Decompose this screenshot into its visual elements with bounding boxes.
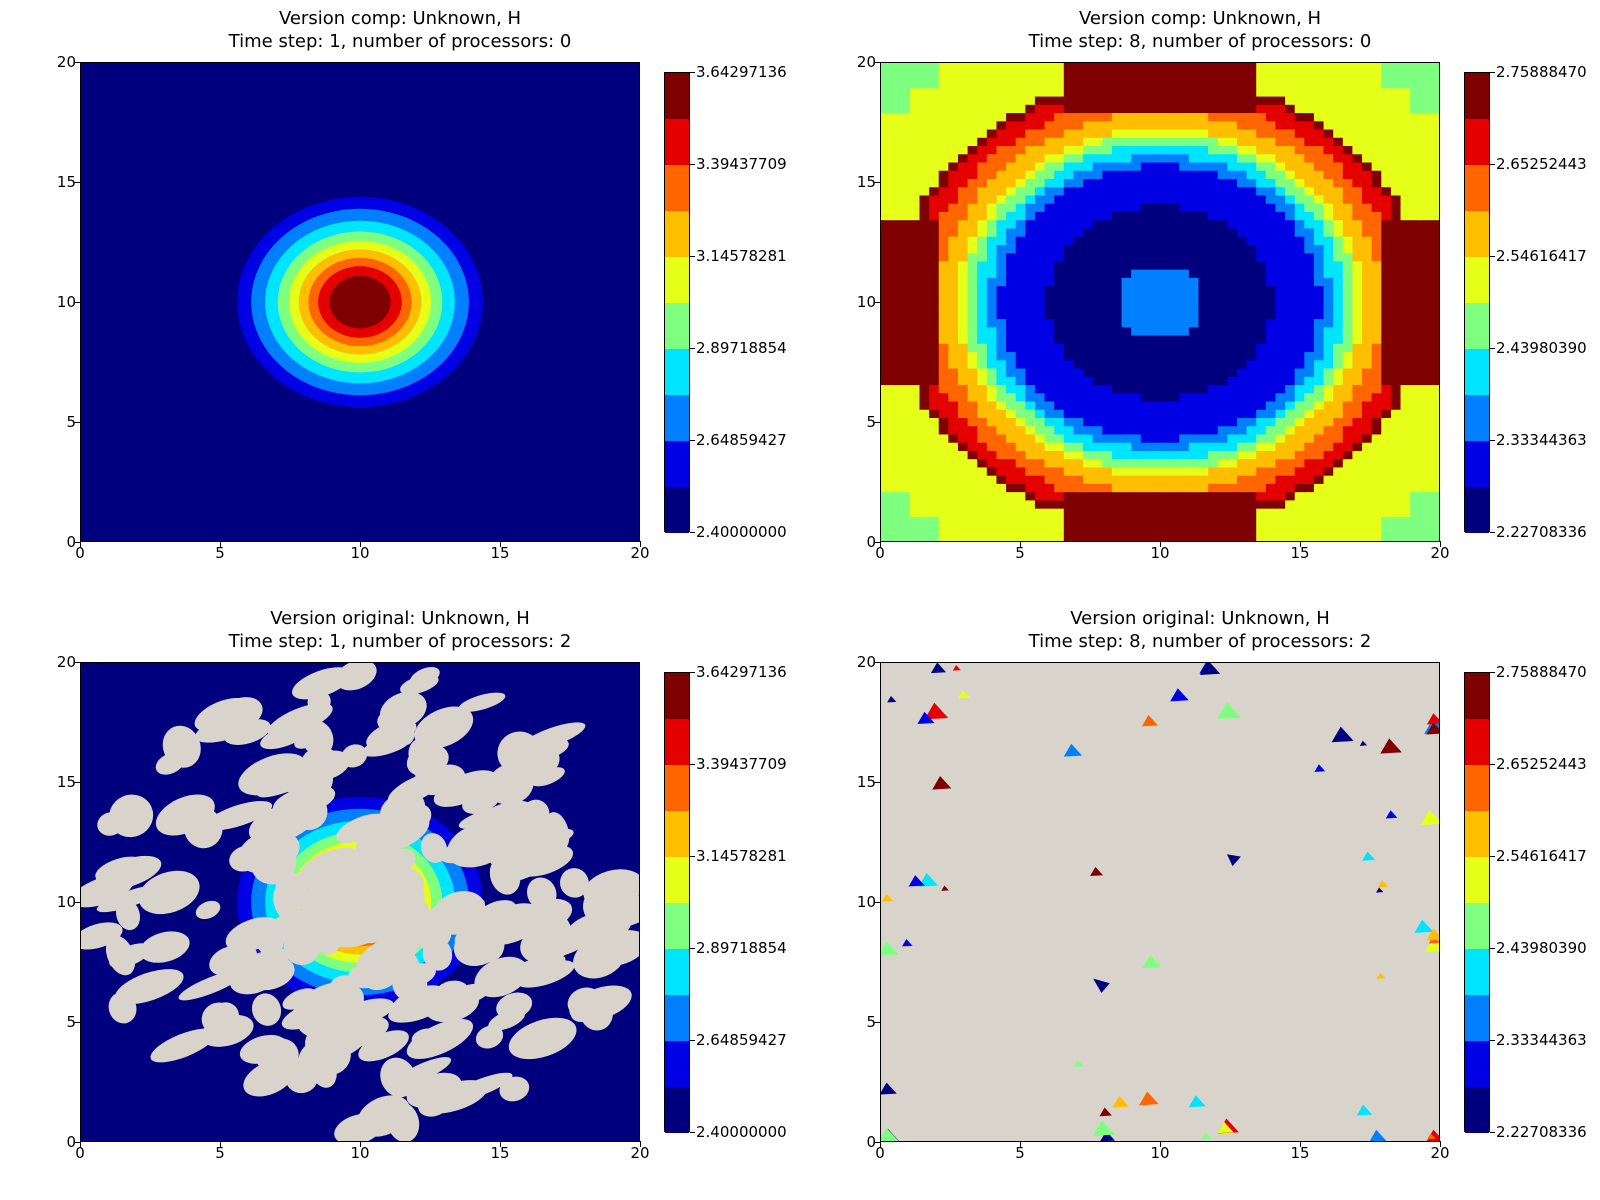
ytick-label: 20 (46, 53, 76, 71)
colorbar-tick-label: 2.54616417 (1496, 847, 1587, 865)
ytick-label: 10 (846, 293, 876, 311)
colorbar-tick-label: 3.39437709 (696, 155, 787, 173)
xtick-label: 0 (875, 1144, 885, 1162)
subplot-top-right: Version comp: Unknown, HTime step: 8, nu… (800, 0, 1600, 600)
subplot-bottom-left: Version original: Unknown, HTime step: 1… (0, 600, 800, 1200)
ytick-label: 15 (46, 773, 76, 791)
xtick-label: 10 (350, 1144, 369, 1162)
colorbar (664, 72, 690, 532)
colorbar-tick-label: 2.22708336 (1496, 523, 1587, 541)
xtick-label: 15 (1290, 1144, 1309, 1162)
colorbar-tick-label: 2.54616417 (1496, 247, 1587, 265)
ytick-label: 0 (846, 533, 876, 551)
colorbar-tick-label: 2.40000000 (696, 523, 787, 541)
colorbar-tick-label: 3.64297136 (696, 663, 787, 681)
colorbar-tick-label: 3.14578281 (696, 847, 787, 865)
ytick-label: 5 (46, 1013, 76, 1031)
ytick-label: 20 (846, 653, 876, 671)
subplot-title: Version original: Unknown, HTime step: 8… (800, 608, 1600, 653)
subplot-top-left: Version comp: Unknown, HTime step: 1, nu… (0, 0, 800, 600)
title-line-2: Time step: 1, number of processors: 0 (0, 31, 800, 54)
title-line-1: Version comp: Unknown, H (800, 8, 1600, 31)
colorbar-tick-label: 2.64859427 (696, 431, 787, 449)
colorbar-tick-label: 2.64859427 (696, 1031, 787, 1049)
title-line-1: Version original: Unknown, H (800, 608, 1600, 631)
ytick-label: 20 (46, 653, 76, 671)
subplot-title: Version comp: Unknown, HTime step: 1, nu… (0, 8, 800, 53)
plot-area (880, 662, 1440, 1142)
xtick-label: 5 (215, 544, 225, 562)
colorbar-tick-label: 2.89718854 (696, 339, 787, 357)
colorbar-tick-label: 2.75888470 (1496, 663, 1587, 681)
xtick-label: 15 (1290, 544, 1309, 562)
xtick-label: 10 (1150, 1144, 1169, 1162)
colorbar-tick-label: 2.22708336 (1496, 1123, 1587, 1141)
colorbar-tick-label: 2.75888470 (1496, 63, 1587, 81)
ytick-label: 0 (46, 533, 76, 551)
ytick-label: 15 (46, 173, 76, 191)
subplot-title: Version comp: Unknown, HTime step: 8, nu… (800, 8, 1600, 53)
xtick-label: 20 (630, 1144, 649, 1162)
plot-area (80, 62, 640, 542)
colorbar (1464, 672, 1490, 1132)
colorbar-tick-label: 2.65252443 (1496, 755, 1587, 773)
title-line-1: Version original: Unknown, H (0, 608, 800, 631)
ytick-label: 0 (846, 1133, 876, 1151)
ytick-label: 5 (846, 413, 876, 431)
title-line-2: Time step: 1, number of processors: 2 (0, 631, 800, 654)
xtick-label: 5 (215, 1144, 225, 1162)
colorbar-tick-label: 3.64297136 (696, 63, 787, 81)
colorbar-tick-label: 2.43980390 (1496, 339, 1587, 357)
subplot-bottom-right: Version original: Unknown, HTime step: 8… (800, 600, 1600, 1200)
subplot-title: Version original: Unknown, HTime step: 1… (0, 608, 800, 653)
ytick-label: 15 (846, 773, 876, 791)
colorbar (1464, 72, 1490, 532)
xtick-label: 10 (1150, 544, 1169, 562)
title-line-1: Version comp: Unknown, H (0, 8, 800, 31)
ytick-label: 10 (846, 893, 876, 911)
xtick-label: 0 (875, 544, 885, 562)
xtick-label: 5 (1015, 544, 1025, 562)
colorbar-tick-label: 3.39437709 (696, 755, 787, 773)
colorbar (664, 672, 690, 1132)
title-line-2: Time step: 8, number of processors: 0 (800, 31, 1600, 54)
ytick-label: 20 (846, 53, 876, 71)
ytick-label: 10 (46, 893, 76, 911)
colorbar-tick-label: 2.33344363 (1496, 1031, 1587, 1049)
colorbar-tick-label: 2.89718854 (696, 939, 787, 957)
xtick-label: 20 (630, 544, 649, 562)
ytick-label: 5 (46, 413, 76, 431)
xtick-label: 0 (75, 1144, 85, 1162)
xtick-label: 5 (1015, 1144, 1025, 1162)
title-line-2: Time step: 8, number of processors: 2 (800, 631, 1600, 654)
figure-grid: Version comp: Unknown, HTime step: 1, nu… (0, 0, 1600, 1200)
ytick-label: 0 (46, 1133, 76, 1151)
xtick-label: 0 (75, 544, 85, 562)
ytick-label: 5 (846, 1013, 876, 1031)
plot-area (80, 662, 640, 1142)
xtick-label: 15 (490, 1144, 509, 1162)
xtick-label: 10 (350, 544, 369, 562)
colorbar-tick-label: 2.40000000 (696, 1123, 787, 1141)
colorbar-tick-label: 2.65252443 (1496, 155, 1587, 173)
xtick-label: 15 (490, 544, 509, 562)
xtick-label: 20 (1430, 1144, 1449, 1162)
ytick-label: 10 (46, 293, 76, 311)
plot-area (880, 62, 1440, 542)
colorbar-tick-label: 2.33344363 (1496, 431, 1587, 449)
xtick-label: 20 (1430, 544, 1449, 562)
ytick-label: 15 (846, 173, 876, 191)
colorbar-tick-label: 2.43980390 (1496, 939, 1587, 957)
colorbar-tick-label: 3.14578281 (696, 247, 787, 265)
